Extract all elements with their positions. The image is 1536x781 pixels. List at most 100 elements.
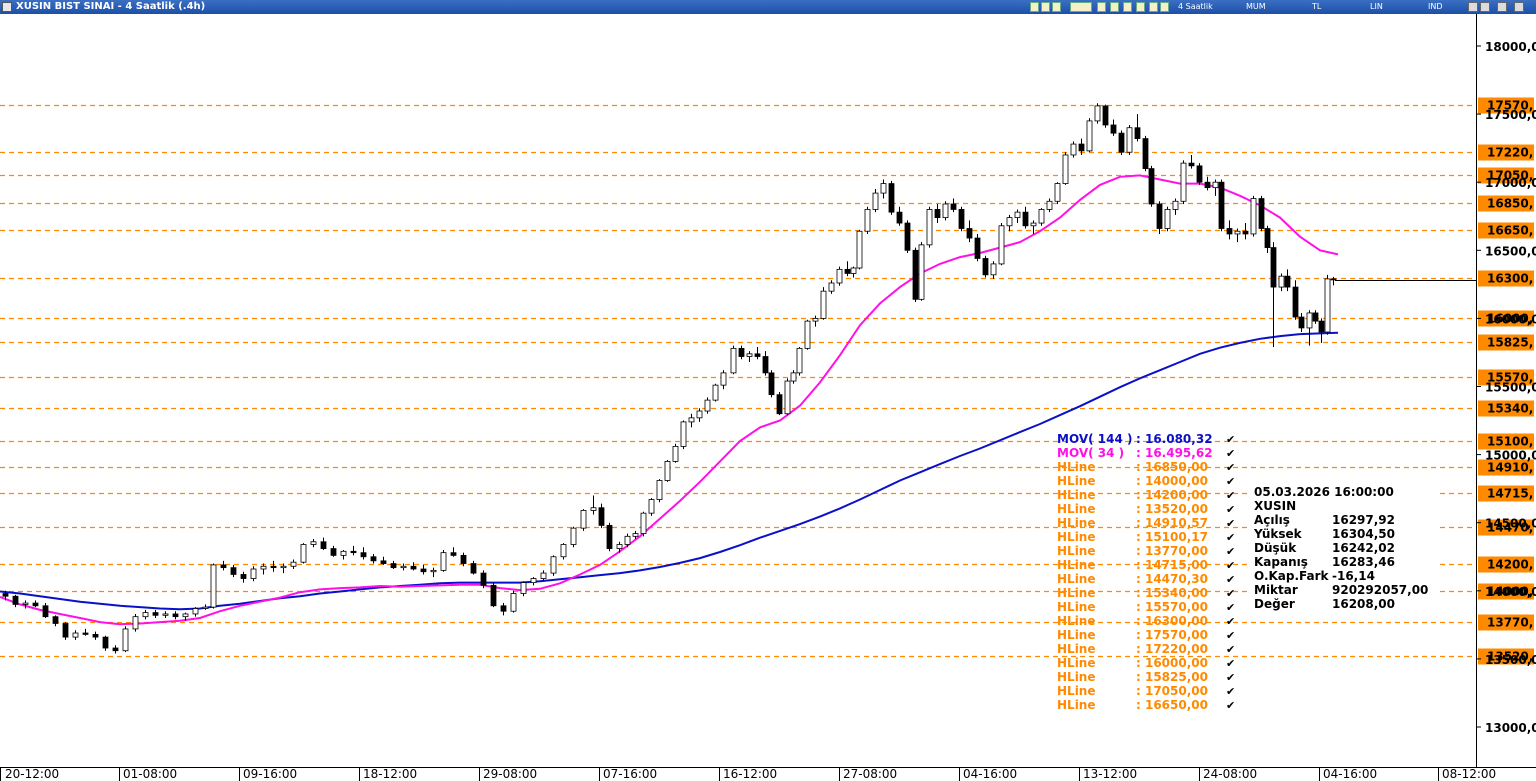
- legend-check-icon[interactable]: ✔: [1226, 587, 1235, 600]
- candle-up[interactable]: [72, 632, 79, 638]
- candle-up[interactable]: [1164, 209, 1171, 229]
- candle-down[interactable]: [888, 183, 895, 213]
- candle-up[interactable]: [796, 347, 803, 374]
- candle-down[interactable]: [390, 563, 397, 569]
- help-icon[interactable]: [1468, 2, 1478, 12]
- candle-down[interactable]: [1102, 105, 1109, 126]
- period-selector[interactable]: 4 Saatlik: [1178, 2, 1213, 11]
- candle-down[interactable]: [500, 605, 507, 612]
- candle-up[interactable]: [730, 347, 737, 374]
- candle-up[interactable]: [624, 535, 631, 545]
- candle-down[interactable]: [1110, 124, 1117, 134]
- candle-up[interactable]: [1180, 162, 1187, 202]
- toolbar-tool-icon[interactable]: [1052, 2, 1061, 12]
- candle-down[interactable]: [1264, 228, 1271, 248]
- candle-down[interactable]: [62, 623, 69, 638]
- candle-down[interactable]: [1298, 316, 1305, 329]
- toolbar-tool-icon[interactable]: [1097, 2, 1106, 12]
- candle-up[interactable]: [340, 550, 347, 556]
- currency-selector[interactable]: TL: [1312, 2, 1322, 11]
- candle-up[interactable]: [656, 480, 663, 500]
- candle-down[interactable]: [738, 347, 745, 357]
- candle-up[interactable]: [688, 417, 695, 423]
- candle-up[interactable]: [1086, 120, 1093, 152]
- candle-down[interactable]: [370, 556, 377, 562]
- chart-style-selector[interactable]: MUM: [1246, 2, 1266, 11]
- candle-up[interactable]: [664, 461, 671, 481]
- candle-down[interactable]: [974, 237, 981, 259]
- toolbar-tool-icon[interactable]: [1160, 2, 1169, 12]
- legend-check-icon[interactable]: ✔: [1226, 615, 1235, 628]
- candle-down[interactable]: [350, 550, 357, 554]
- legend-check-icon[interactable]: ✔: [1226, 503, 1235, 516]
- candle-up[interactable]: [290, 561, 297, 567]
- candle-up[interactable]: [1030, 222, 1037, 227]
- candle-up[interactable]: [250, 568, 257, 579]
- candle-up[interactable]: [1212, 181, 1219, 189]
- candle-down[interactable]: [420, 568, 427, 573]
- candle-up[interactable]: [632, 533, 639, 537]
- candle-down[interactable]: [52, 616, 59, 624]
- candle-up[interactable]: [1126, 127, 1133, 153]
- candle-down[interactable]: [1292, 286, 1299, 318]
- candle-up[interactable]: [1172, 200, 1179, 210]
- candle-up[interactable]: [942, 203, 949, 219]
- candle-up[interactable]: [182, 613, 189, 618]
- candle-up[interactable]: [280, 565, 287, 569]
- candle-up[interactable]: [864, 209, 871, 232]
- candle-up[interactable]: [550, 556, 557, 574]
- legend-check-icon[interactable]: ✔: [1226, 643, 1235, 656]
- candle-up[interactable]: [856, 230, 863, 269]
- candle-up[interactable]: [1306, 312, 1313, 329]
- candle-down[interactable]: [460, 554, 467, 564]
- candle-up[interactable]: [430, 569, 437, 573]
- candle-up[interactable]: [560, 544, 567, 558]
- legend-check-icon[interactable]: ✔: [1226, 517, 1235, 530]
- candle-up[interactable]: [1014, 211, 1021, 219]
- candle-down[interactable]: [762, 356, 769, 374]
- legend-check-icon[interactable]: ✔: [1226, 685, 1235, 698]
- candle-down[interactable]: [966, 228, 973, 239]
- legend-check-icon[interactable]: ✔: [1226, 671, 1235, 684]
- candle-down[interactable]: [82, 632, 89, 635]
- toolbar-tool-icon[interactable]: [1149, 2, 1158, 12]
- candle-down[interactable]: [1312, 312, 1319, 322]
- toolbar-tool-icon[interactable]: [1030, 2, 1039, 12]
- candle-up[interactable]: [1054, 183, 1061, 202]
- candle-down[interactable]: [1022, 211, 1029, 227]
- candle-down[interactable]: [606, 525, 613, 549]
- candle-up[interactable]: [202, 606, 209, 609]
- candle-up[interactable]: [990, 263, 997, 276]
- candle-up[interactable]: [784, 380, 791, 415]
- toolbar-tool-icon[interactable]: [1123, 2, 1132, 12]
- candle-up[interactable]: [616, 544, 623, 549]
- candle-down[interactable]: [1188, 162, 1195, 167]
- candle-down[interactable]: [1226, 228, 1233, 235]
- legend-check-icon[interactable]: ✔: [1226, 461, 1235, 474]
- candle-down[interactable]: [950, 203, 957, 210]
- close-icon[interactable]: [1514, 2, 1524, 12]
- candle-up[interactable]: [680, 421, 687, 447]
- toolbar-tool-icon[interactable]: [1070, 2, 1092, 12]
- candle-down[interactable]: [934, 209, 941, 219]
- legend-check-icon[interactable]: ✔: [1226, 573, 1235, 586]
- legend-check-icon[interactable]: ✔: [1226, 433, 1235, 446]
- candle-down[interactable]: [1204, 181, 1211, 189]
- candle-up[interactable]: [836, 268, 843, 284]
- legend-check-icon[interactable]: ✔: [1226, 657, 1235, 670]
- legend-check-icon[interactable]: ✔: [1226, 699, 1235, 712]
- candle-down[interactable]: [1258, 198, 1265, 229]
- candle-up[interactable]: [790, 372, 797, 382]
- candle-up[interactable]: [1062, 154, 1069, 184]
- candle-down[interactable]: [490, 584, 497, 607]
- candle-up[interactable]: [580, 510, 587, 529]
- candle-down[interactable]: [904, 222, 911, 251]
- candle-up[interactable]: [1278, 275, 1285, 288]
- scale-selector[interactable]: LIN: [1370, 2, 1383, 11]
- candle-down[interactable]: [1148, 168, 1155, 205]
- candle-up[interactable]: [648, 499, 655, 514]
- candle-down[interactable]: [1142, 138, 1149, 169]
- candle-down[interactable]: [1270, 247, 1277, 288]
- candle-up[interactable]: [510, 593, 517, 612]
- candle-down[interactable]: [112, 647, 119, 652]
